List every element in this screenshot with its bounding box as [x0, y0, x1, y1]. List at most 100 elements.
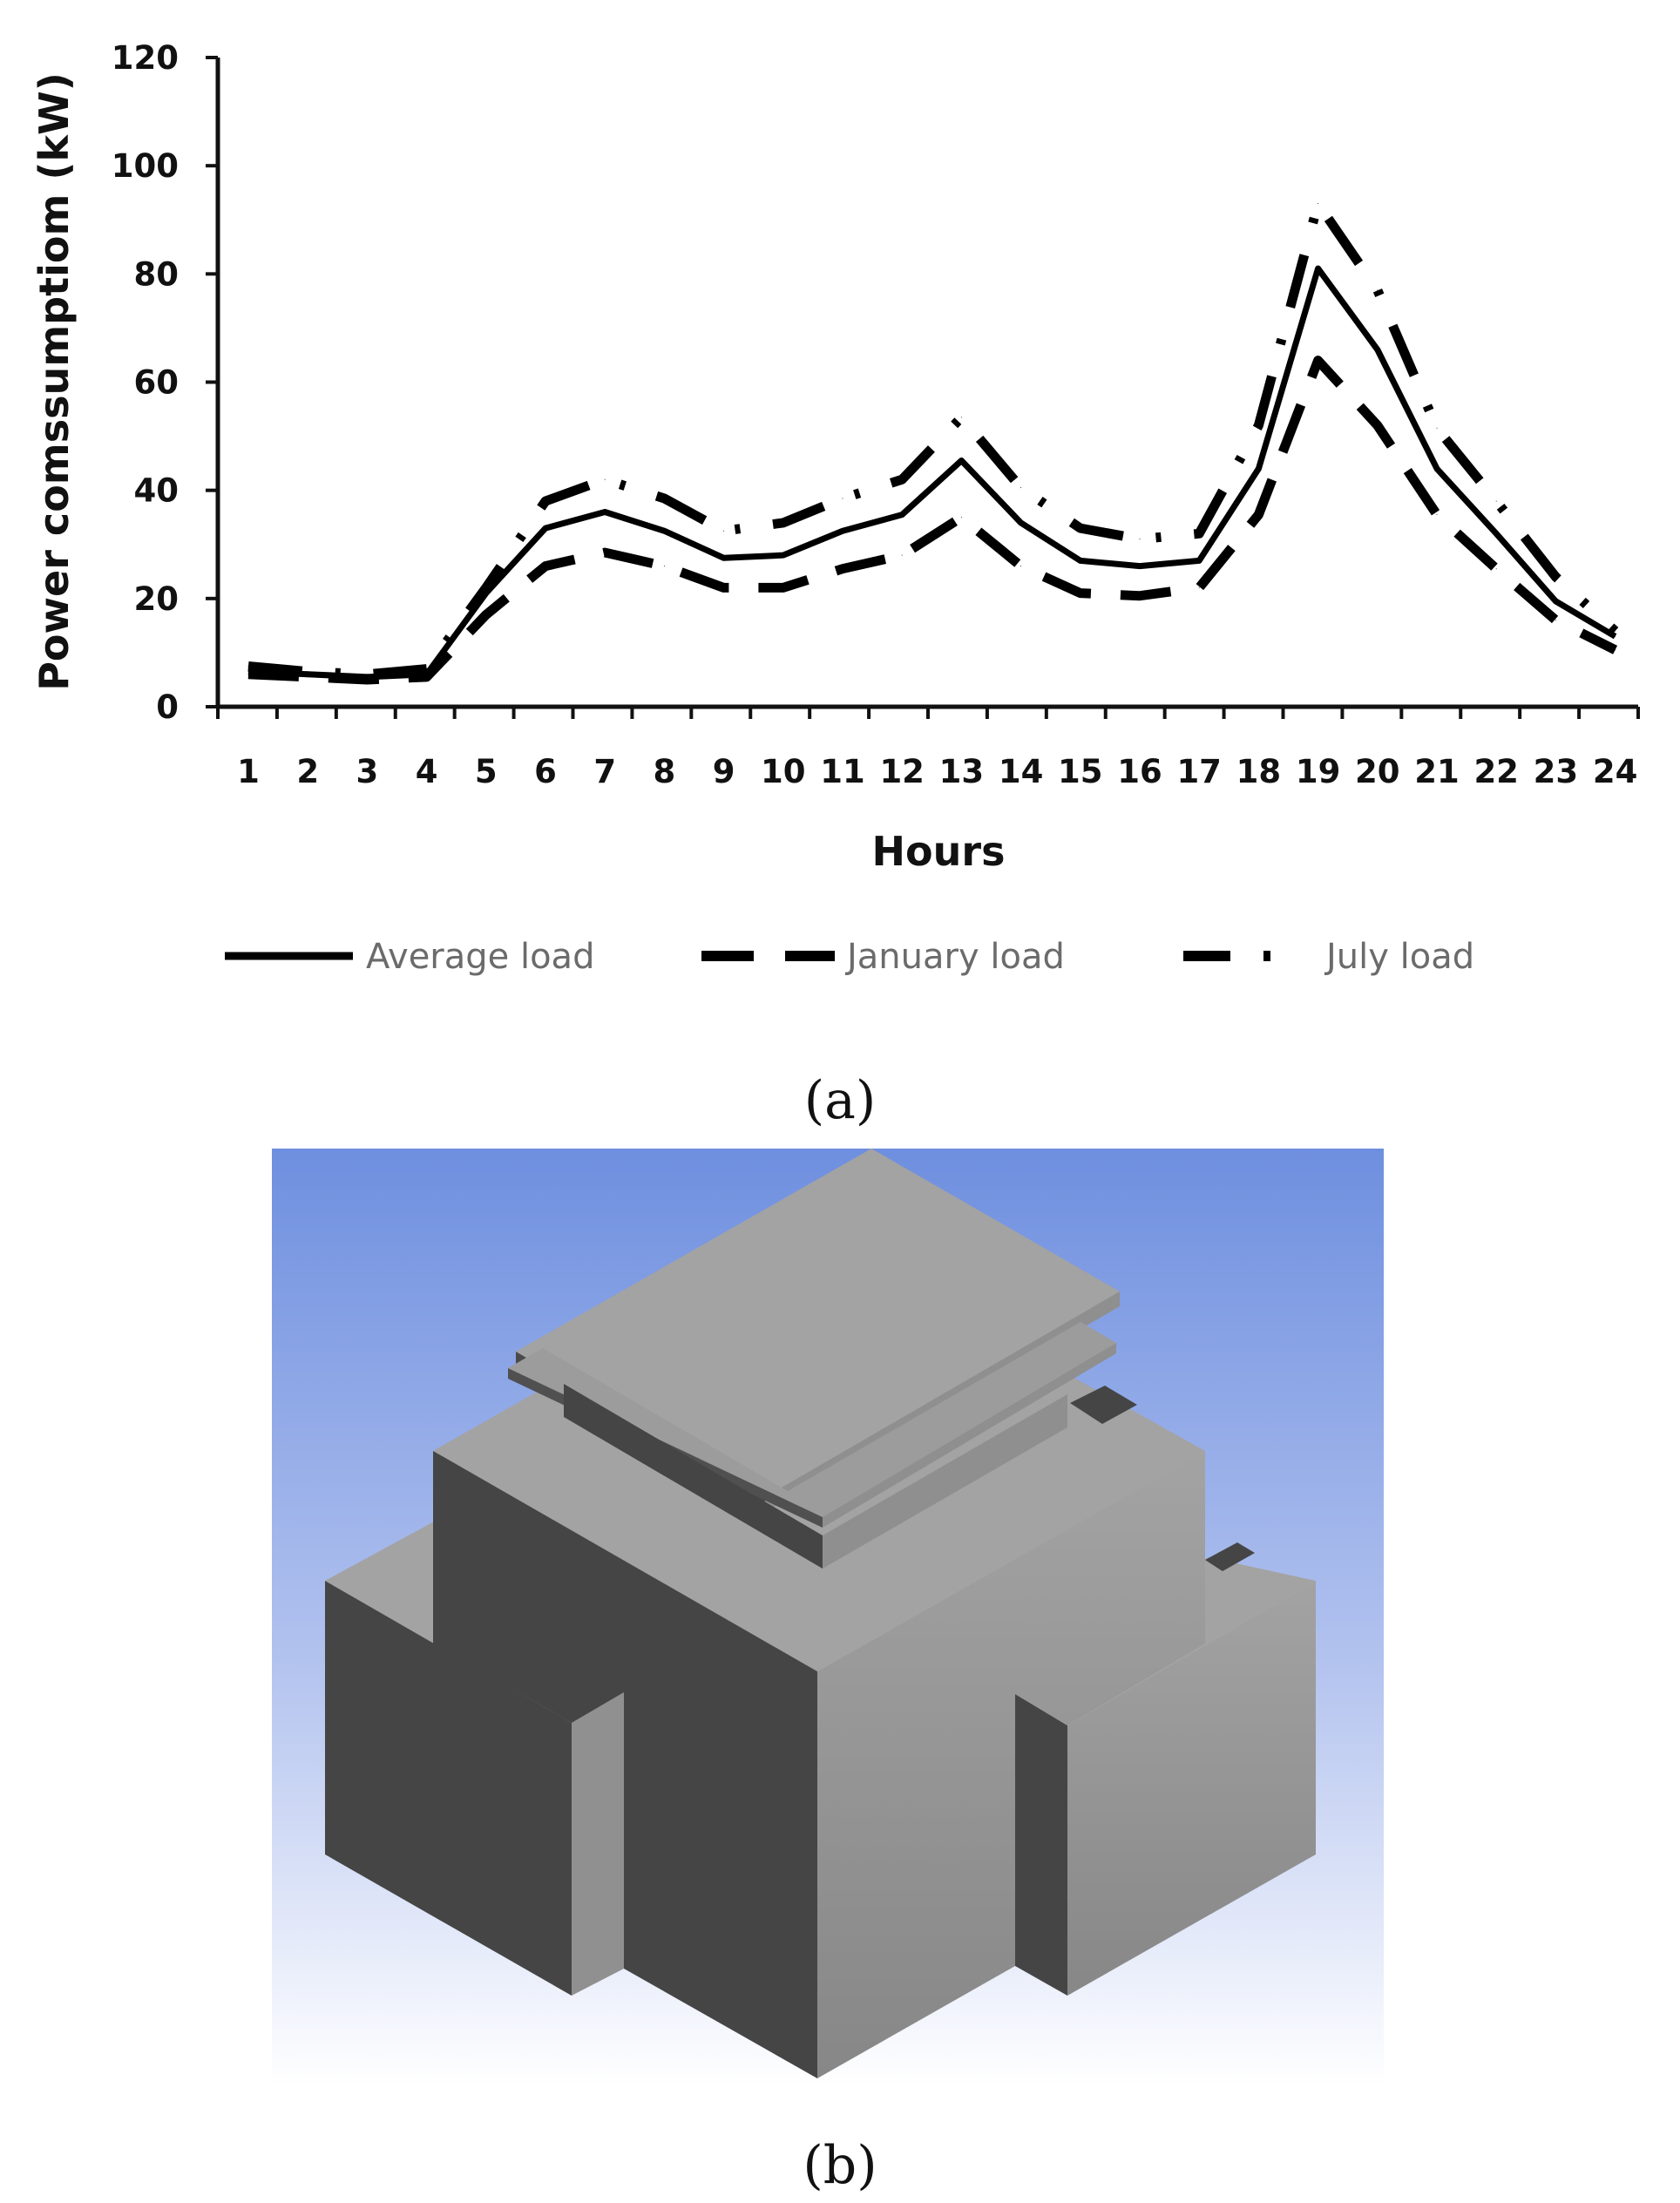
penthouse-right [823, 1394, 1067, 1569]
x-tick-label: 8 [654, 753, 676, 790]
legend-label-average: Average load [366, 937, 594, 977]
data-point [545, 500, 546, 502]
data-point [901, 514, 903, 516]
x-tick-label: 13 [939, 753, 985, 790]
data-point [1257, 424, 1259, 426]
left-annex-end [572, 1692, 624, 1996]
series-line-january-load [247, 356, 1618, 685]
data-point [366, 679, 368, 681]
data-point [485, 613, 487, 615]
x-tick-label: 20 [1355, 753, 1400, 790]
data-point [1377, 289, 1379, 291]
data-point [604, 552, 606, 553]
central-front-right [817, 1451, 1205, 2078]
data-point [960, 460, 962, 462]
data-point [1495, 500, 1497, 502]
right-annex-top [1018, 1557, 1316, 1725]
series-line-july-load [247, 199, 1619, 680]
annex-channel-right [1205, 1542, 1255, 1571]
legend-label-january: January load [844, 937, 1065, 977]
data-point [663, 530, 665, 532]
data-point [960, 517, 962, 519]
data-point [247, 665, 249, 667]
y-tick-label: 80 [134, 255, 180, 293]
central-top [433, 1233, 1205, 1671]
x-tick-label: 18 [1236, 753, 1282, 790]
x-tick-label: 22 [1473, 753, 1519, 790]
right-annex-end [1015, 1694, 1067, 1996]
chart-legend: Average load January load July load [225, 937, 1474, 977]
x-tick-label: 7 [593, 753, 616, 790]
data-point [1377, 424, 1379, 426]
x-tick-label: 15 [1058, 753, 1103, 790]
x-tick-label: 4 [416, 753, 438, 790]
y-tick-label: 60 [134, 364, 180, 402]
data-point [901, 554, 903, 556]
data-point [1198, 586, 1200, 588]
data-point [485, 586, 487, 588]
central-front-left [433, 1451, 817, 2078]
slab-front-right [765, 1291, 1120, 1512]
left-annex-top-end [572, 1671, 624, 1723]
data-point [1615, 635, 1616, 637]
y-axis-ticks: 0 20 40 60 80 100 120 [112, 39, 218, 726]
panel-label-b: (b) [803, 2135, 877, 2196]
chart-series [247, 199, 1619, 685]
x-tick-label: 16 [1117, 753, 1162, 790]
data-point [604, 478, 606, 480]
data-point [1436, 514, 1438, 516]
data-point [1615, 649, 1616, 651]
data-point [1555, 600, 1556, 602]
roof-channel-right [1070, 1386, 1137, 1424]
data-point [1020, 522, 1022, 524]
data-point [1198, 532, 1200, 534]
x-tick-label: 19 [1296, 753, 1341, 790]
building [325, 1149, 1316, 2078]
cornice-front-right [823, 1343, 1116, 1528]
x-tick-label: 10 [761, 753, 806, 790]
data-point [782, 586, 784, 588]
legend-label-july: July load [1324, 937, 1474, 977]
data-point [1257, 514, 1259, 516]
cornice-top [508, 1322, 1116, 1517]
slab-front-left [516, 1352, 765, 1512]
data-point [426, 668, 428, 670]
data-point [1495, 568, 1497, 570]
data-point [1257, 468, 1259, 470]
x-tick-label: 3 [356, 753, 379, 790]
sky-background [272, 1149, 1384, 2085]
panel-label-a: (a) [804, 1070, 877, 1131]
y-tick-label: 20 [134, 580, 180, 618]
data-point [1495, 532, 1497, 534]
data-point [1555, 576, 1556, 578]
data-point [723, 557, 725, 559]
data-point [1198, 559, 1200, 561]
data-point [901, 478, 903, 480]
x-axis-title: Hours [872, 828, 1006, 875]
data-point [1436, 427, 1438, 429]
x-tick-label: 17 [1176, 753, 1222, 790]
data-point [1377, 349, 1379, 350]
penthouse-left [564, 1384, 823, 1569]
data-point [782, 554, 784, 556]
y-tick-label: 40 [134, 472, 180, 510]
data-point [1436, 468, 1438, 470]
data-point [1020, 487, 1022, 489]
y-tick-label: 0 [156, 688, 179, 726]
x-tick-label: 1 [237, 753, 260, 790]
cornice-front-left [508, 1368, 823, 1528]
x-tick-label: 6 [534, 753, 557, 790]
slab-top [516, 1149, 1120, 1497]
x-tick-label: 11 [820, 753, 865, 790]
data-point [723, 586, 725, 588]
x-tick-label: 21 [1414, 753, 1460, 790]
chart-axes [215, 58, 1638, 709]
data-point [426, 676, 428, 678]
data-point [782, 522, 784, 524]
x-tick-label: 2 [296, 753, 319, 790]
data-point [545, 527, 546, 529]
data-point [1615, 630, 1616, 632]
y-tick-label: 120 [112, 39, 179, 77]
left-annex-top [325, 1522, 628, 1694]
